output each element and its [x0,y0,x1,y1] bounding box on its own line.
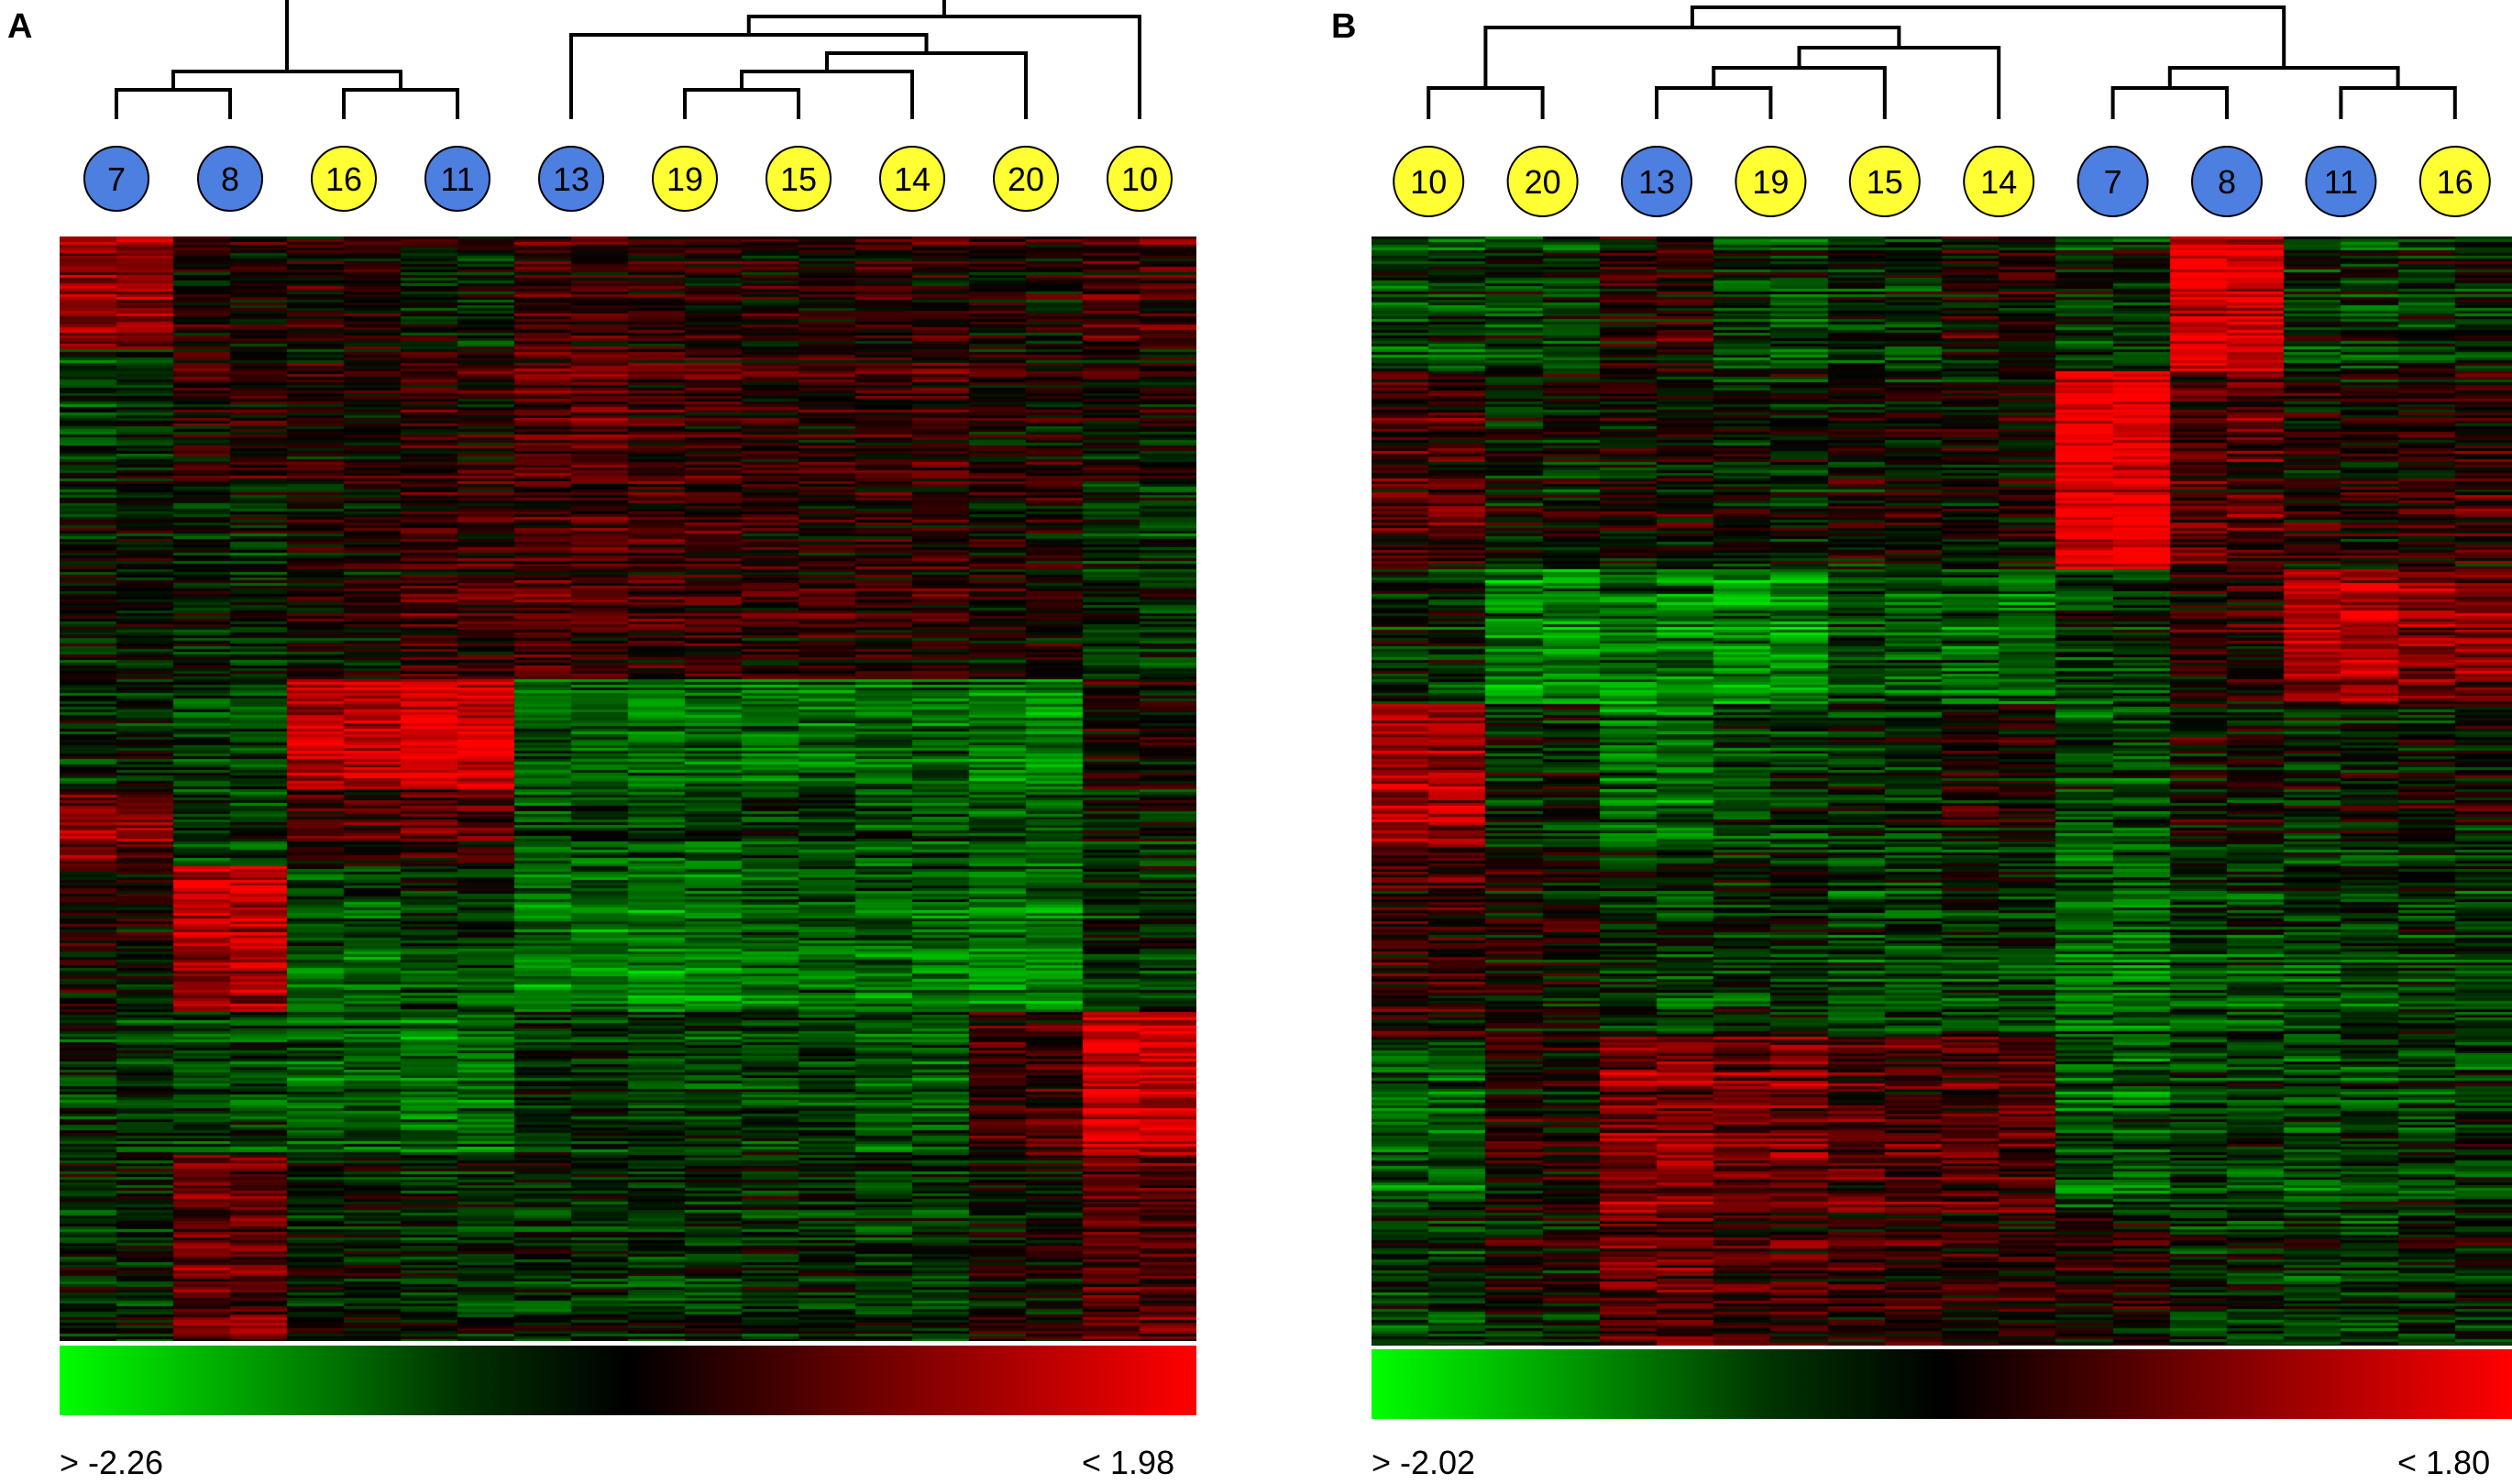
sample-node: 20 [1506,146,1579,217]
dendrogram-branch [683,88,800,119]
sample-node: 13 [538,146,604,212]
dendrogram-branch [1483,26,1901,88]
panel-b: B 10 20 13 19 15 14 7 8 11 16 > -2.02 < 1.80 [1311,0,2512,1484]
sample-circle [2418,146,2491,217]
sample-node: 10 [1107,146,1173,212]
sample-circle [1848,146,1921,217]
sample-label: 16 [2437,163,2473,201]
sample-circle [2305,146,2377,217]
sample-circle [2191,146,2263,217]
color-scale-min-label: > -2.26 [60,1444,164,1481]
dendrogram-branch [171,70,402,90]
dendrogram-branch [2110,86,2229,119]
color-scale-max-label: < 1.98 [1082,1444,1175,1481]
color-scale-bar [1372,1349,2512,1419]
sample-node: 13 [1621,146,1692,217]
sample-node: 11 [2305,146,2377,217]
sample-label: 13 [1638,163,1675,201]
sample-circle [1506,146,1579,217]
sample-circle [652,146,718,212]
dendrogram-branch [1427,86,1545,119]
sample-label: 15 [780,160,817,198]
dendrogram-branch [115,88,232,119]
dendrogram-branch [342,88,459,119]
sample-node: 14 [1963,146,2035,217]
sample-node: 10 [1393,146,1465,217]
dendrogram: 10 20 13 19 15 14 7 8 11 16 [1393,5,2491,217]
dendrogram-branch [746,15,1141,119]
dendrogram-branch [285,0,946,71]
sample-node: 14 [879,146,945,212]
sample-node: 19 [652,146,718,212]
sample-circle [83,146,149,212]
dendrogram-branch [1655,86,1773,119]
dendrogram-branch [2167,66,2400,88]
sample-circle [1621,146,1692,217]
sample-label: 10 [1121,160,1158,198]
dendrogram: 7 8 16 11 13 19 15 14 20 10 [83,0,1173,212]
panel-a: A 7 8 16 11 13 19 15 14 20 10 > -2.26 < 1.98 [0,0,1210,1484]
sample-label: 20 [1008,160,1044,198]
sample-node: 16 [311,146,377,212]
dendrogram-branch [1797,46,2001,119]
sample-label: 20 [1525,163,1561,201]
dendrogram-branch [825,51,1028,119]
sample-circle [424,146,490,212]
sample-node: 15 [1848,146,1921,217]
sample-circle [993,146,1059,212]
sample-node: 16 [2418,146,2491,217]
sample-node: 11 [424,146,490,212]
sample-label: 19 [667,160,703,198]
sample-circle [766,146,832,212]
heatmap [60,236,1196,1341]
sample-circle [538,146,604,212]
sample-circle [1735,146,1807,217]
sample-node: 19 [1735,146,1807,217]
color-scale-max-label: < 1.80 [2397,1444,2491,1481]
sample-label: 11 [2324,163,2358,201]
color-scale-bar [60,1346,1196,1415]
sample-label: 11 [440,160,474,198]
sample-circle [1393,146,1465,217]
sample-node: 7 [83,146,149,212]
panel-label: A [7,7,33,46]
sample-node: 8 [197,146,263,212]
dendrogram-branch [1690,5,2286,68]
sample-label: 7 [2104,163,2122,201]
sample-label: 16 [325,160,362,198]
sample-node: 20 [993,146,1059,212]
sample-circle [1107,146,1173,212]
sample-node: 8 [2191,146,2263,217]
sample-label: 14 [894,160,931,198]
sample-node: 7 [2077,146,2149,217]
sample-label: 7 [107,160,126,198]
sample-node: 15 [766,146,832,212]
sample-label: 13 [553,160,589,198]
dendrogram-branch [1712,66,1887,119]
sample-label: 14 [1980,163,2017,201]
heatmap [1372,236,2512,1346]
dendrogram-branch [2339,86,2457,119]
sample-label: 10 [1410,163,1447,201]
panel-label: B [1331,7,1357,46]
sample-circle [197,146,263,212]
sample-label: 8 [221,160,239,198]
sample-label: 8 [2218,163,2236,201]
sample-label: 19 [1752,163,1789,201]
color-scale-min-label: > -2.02 [1372,1444,1476,1481]
dendrogram-branch [569,33,929,119]
sample-label: 15 [1867,163,1903,201]
sample-circle [2077,146,2149,217]
dendrogram-branch [740,70,914,119]
sample-circle [879,146,945,212]
sample-circle [1963,146,2035,217]
sample-circle [311,146,377,212]
